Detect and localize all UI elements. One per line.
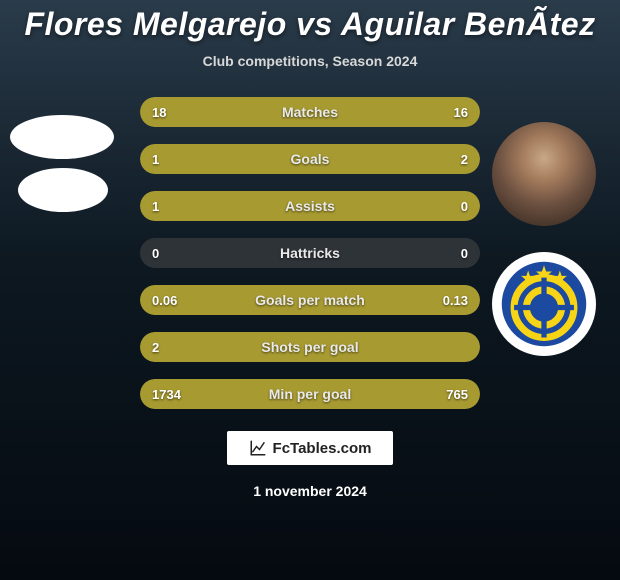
stat-value-left: 0.06: [152, 293, 177, 308]
stat-value-left: 0: [152, 246, 159, 261]
stat-fill-right: [252, 144, 480, 174]
stat-row: 2 Shots per goal: [140, 332, 480, 362]
stat-value-left: 18: [152, 105, 166, 120]
stat-value-right: 0: [461, 246, 468, 261]
stat-row: 18 16 Matches: [140, 97, 480, 127]
stat-row: 0.06 0.13 Goals per match: [140, 285, 480, 315]
stat-value-left: 1: [152, 199, 159, 214]
stat-row: 0 0 Hattricks: [140, 238, 480, 268]
comparison-title: Flores Melgarejo vs Aguilar BenÃ­tez: [24, 6, 595, 43]
stat-value-right: 0: [461, 199, 468, 214]
stat-row: 1 2 Goals: [140, 144, 480, 174]
stat-label: Goals per match: [255, 292, 365, 308]
stat-value-right: 2: [461, 152, 468, 167]
stats-list: 18 16 Matches 1 2 Goals 1 0 Assists 0 0 Hattricks 0.…: [0, 97, 620, 409]
source-badge: FcTables.com: [227, 431, 394, 465]
stat-label: Hattricks: [280, 245, 340, 261]
stat-value-right: 0.13: [443, 293, 468, 308]
stat-value-left: 1734: [152, 387, 181, 402]
source-label: FcTables.com: [273, 440, 372, 457]
stat-label: Matches: [282, 104, 338, 120]
stat-value-left: 2: [152, 340, 159, 355]
stat-value-left: 1: [152, 152, 159, 167]
stat-label: Shots per goal: [261, 339, 358, 355]
stat-label: Goals: [291, 151, 330, 167]
stat-value-right: 765: [446, 387, 468, 402]
stat-label: Min per goal: [269, 386, 351, 402]
comparison-subtitle: Club competitions, Season 2024: [203, 53, 418, 69]
stat-value-right: 16: [454, 105, 468, 120]
stat-label: Assists: [285, 198, 335, 214]
date-label: 1 november 2024: [253, 483, 367, 499]
stat-row: 1 0 Assists: [140, 191, 480, 221]
chart-icon: [249, 439, 267, 457]
stat-row: 1734 765 Min per goal: [140, 379, 480, 409]
